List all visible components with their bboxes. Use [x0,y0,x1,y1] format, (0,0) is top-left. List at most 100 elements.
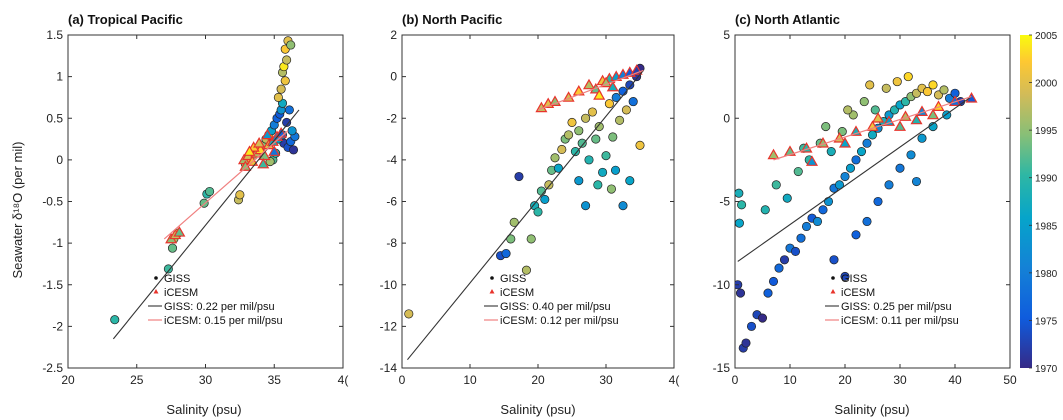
y-tick-label: -2 [386,111,397,125]
panel-c-data-layer [735,72,978,353]
giss-point [906,150,916,160]
giss-point [593,180,603,190]
colorbar-tick-label: 2000 [1035,79,1058,90]
icesm-regression-line [537,69,644,111]
giss-point [829,255,839,265]
giss-point [625,176,635,186]
panel-a-ylabel: Seawater δ¹⁸O (per mil) [10,142,25,279]
panel-b-xlabel: Salinity (psu) [500,402,575,417]
giss-point [282,55,292,65]
icesm-point [910,113,923,125]
panel-a-title: (a) Tropical Pacific [68,12,183,27]
x-tick-label: 40 [948,373,962,387]
giss-point [205,186,215,197]
giss-point [845,163,856,173]
giss-point [235,190,245,200]
legend-entry-label: iCESM: 0.11 per mil/psu [841,315,959,327]
colorbar: 1970 1975 1980 1985 1990 1995 2000 2005 [1020,31,1058,375]
giss-point [922,87,933,97]
y-tick-label: 0 [56,153,63,167]
giss-point [840,171,850,182]
giss-point [598,167,608,177]
giss-point [851,155,861,165]
panel-b-data-layer [404,63,645,361]
legend-entry-label: GISS [164,273,190,285]
icesm-point [593,89,606,100]
x-tick-label: 25 [130,373,144,387]
giss-point [282,117,292,127]
colorbar-tick-label: 1975 [1035,316,1058,327]
y-tick-label: -10 [380,278,398,292]
panel-b-legend: GISS iCESM GISS: 0.40 per mil/psu iCESM: 0.… [484,273,619,327]
x-tick-label: 30 [599,373,613,387]
giss-regression-line [737,96,972,262]
giss-point [110,315,120,325]
giss-point [577,138,587,148]
giss-point [840,271,850,281]
giss-point [903,72,913,82]
colorbar-tick-label: 1985 [1035,221,1058,232]
icesm-regression-line [163,130,289,240]
panel-a-plot: 20 25 30 35 4(-2.5 -2 -1.5 -1 -0.5 0 0.5 1 1.5 GISS iC… [42,28,348,387]
legend-giss-marker [154,276,158,280]
giss-point [167,243,178,253]
icesm-point [838,137,852,148]
giss-point [737,200,747,210]
y-tick-label: -2 [52,319,63,333]
y-tick-label: 1 [56,70,63,84]
panel-c-axes-frame [734,34,1011,369]
giss-point [856,147,867,157]
y-tick-label: -10 [713,278,731,292]
panel-a-xlabel: Salinity (psu) [166,402,241,417]
colorbar-tick-label: 1980 [1035,269,1058,280]
giss-point [621,105,631,115]
y-tick-label: 0.5 [46,111,63,125]
panel-b-axes-frame [401,34,675,369]
giss-point [892,77,902,87]
giss-point [821,122,831,132]
legend-entry-label: GISS [500,273,526,285]
giss-point [812,216,823,227]
giss-point [501,248,511,259]
legend-icesm-marker [489,289,495,294]
giss-point [526,234,536,244]
colorbar-tick-label: 2005 [1035,31,1058,42]
x-tick-label: 20 [531,373,545,387]
y-tick-label: -6 [386,195,397,209]
giss-point [843,105,853,115]
giss-point [826,147,836,157]
y-tick-label: -15 [713,361,731,375]
giss-point [288,145,299,155]
giss-point [570,147,580,157]
giss-point [594,122,604,132]
panel-c-legend: GISS iCESM GISS: 0.25 per mil/psu iCESM: 0.… [825,273,959,327]
x-tick-label: 0 [732,373,739,387]
giss-point [760,205,770,215]
y-tick-label: -14 [380,361,398,375]
giss-point [610,165,621,175]
panel-a-data-layer [110,36,300,340]
icesm-point [866,120,879,131]
panel-c-plot: 0 10 20 30 40 50 -15 -10 -5 0 5 GISS iCESM GISS: 0.25… [713,28,1017,387]
giss-point [557,144,567,155]
y-tick-label: 5 [723,28,730,42]
giss-point [763,288,773,298]
x-tick-label: 20 [838,373,852,387]
giss-point [911,176,922,187]
giss-point [284,105,294,115]
giss-point [793,166,803,177]
legend-icesm-marker [830,289,836,294]
giss-point [611,92,621,102]
giss-point [862,138,872,148]
legend-giss-marker [490,276,494,280]
giss-point [574,176,584,186]
giss-point [823,196,834,207]
colorbar-tick-label: 1970 [1035,364,1058,375]
y-tick-label: -1.5 [42,278,63,292]
icesm-point [599,76,613,88]
y-tick-label: -0.5 [42,195,63,209]
icesm-point [893,120,907,131]
giss-point [939,85,949,95]
y-tick-label: 0 [723,111,730,125]
giss-point [567,117,577,127]
